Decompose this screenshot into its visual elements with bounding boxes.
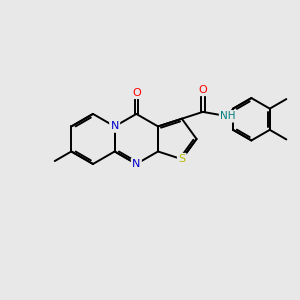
Text: O: O xyxy=(198,85,207,95)
Text: N: N xyxy=(110,122,119,131)
Text: NH: NH xyxy=(220,111,236,121)
Text: O: O xyxy=(132,88,141,98)
Text: S: S xyxy=(178,154,185,164)
Text: N: N xyxy=(132,159,140,169)
